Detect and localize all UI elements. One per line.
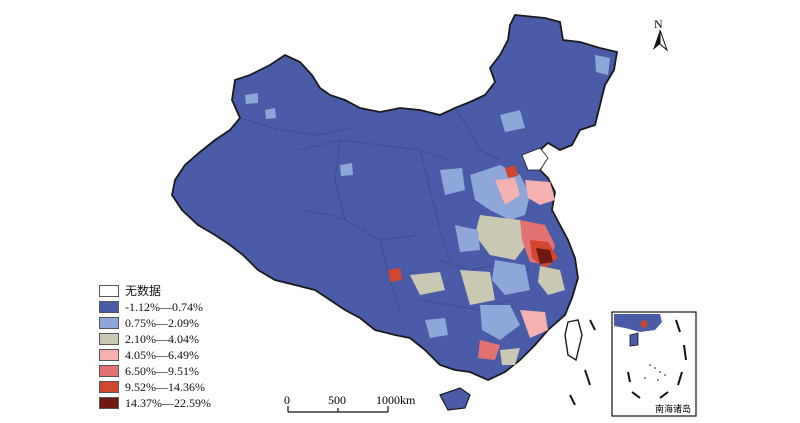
legend-item: -1.12%—0.74% — [99, 299, 211, 315]
maritime-boundary-lines — [569, 319, 596, 406]
legend-label: 6.50%—9.51% — [125, 364, 199, 378]
value-patches — [245, 55, 610, 365]
legend-swatch — [99, 301, 119, 313]
scale-label-1000km: 1000km — [376, 393, 416, 407]
legend-item: 9.52%—14.36% — [99, 379, 211, 395]
legend-item: 无数据 — [99, 283, 211, 299]
legend-label: 0.75%—2.09% — [125, 316, 199, 330]
legend-label: -1.12%—0.74% — [125, 300, 203, 314]
legend-item: 4.05%—6.49% — [99, 347, 211, 363]
north-label: N — [654, 17, 663, 31]
hainan-island — [439, 387, 471, 411]
map-legend: 无数据 -1.12%—0.74% 0.75%—2.09% 2.10%—4.04%… — [99, 283, 211, 411]
bohai-sea — [521, 147, 549, 171]
legend-label: 4.05%—6.49% — [125, 348, 199, 362]
legend-item: 14.37%—22.59% — [99, 395, 211, 411]
inset-label: 南海诸岛 — [655, 404, 692, 414]
legend-label: 14.37%—22.59% — [125, 396, 211, 410]
legend-label: 9.52%—14.36% — [125, 380, 205, 394]
scale-label-0: 0 — [284, 393, 290, 407]
scale-bar — [287, 406, 389, 413]
legend-label: 无数据 — [125, 284, 162, 298]
legend-swatch — [99, 397, 119, 409]
legend-swatch — [99, 285, 119, 297]
legend-item: 2.10%—4.04% — [99, 331, 211, 347]
north-arrow-icon — [653, 29, 669, 52]
legend-swatch — [99, 365, 119, 377]
inset-frame — [611, 311, 697, 417]
legend-label: 2.10%—4.04% — [125, 332, 199, 346]
legend-swatch — [99, 317, 119, 329]
legend-item: 0.75%—2.09% — [99, 315, 211, 331]
legend-swatch — [99, 381, 119, 393]
legend-item: 6.50%—9.51% — [99, 363, 211, 379]
legend-swatch — [99, 349, 119, 361]
scale-label-500: 500 — [328, 393, 346, 407]
taiwan-island — [564, 319, 583, 362]
legend-swatch — [99, 333, 119, 345]
